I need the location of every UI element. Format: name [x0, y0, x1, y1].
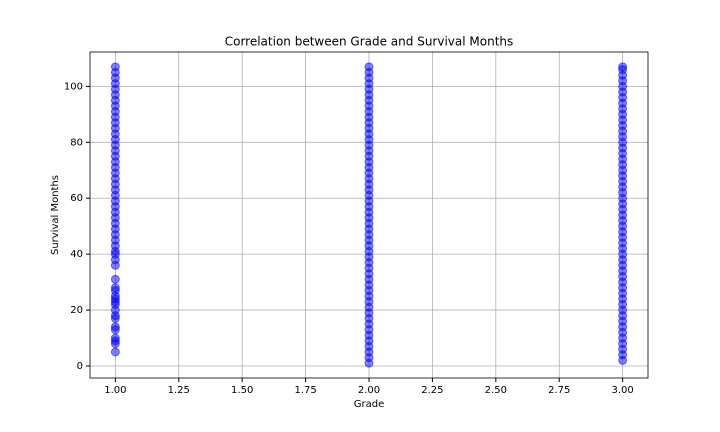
y-tick-label: 0	[77, 361, 83, 372]
x-tick-label: 3.00	[612, 385, 634, 396]
chart-title: Correlation between Grade and Survival M…	[225, 35, 514, 49]
point	[110, 333, 120, 343]
point	[110, 274, 120, 284]
y-tick-label: 40	[70, 249, 83, 260]
x-tick-label: 2.75	[548, 385, 570, 396]
point	[110, 322, 120, 332]
x-tick-label: 2.25	[421, 385, 443, 396]
x-tick-label: 1.75	[294, 385, 316, 396]
x-axis-label: Grade	[354, 399, 385, 410]
point	[110, 283, 120, 293]
y-tick-label: 80	[70, 137, 83, 148]
x-tick-label: 1.50	[231, 385, 253, 396]
x-tick-label: 2.50	[485, 385, 507, 396]
point	[618, 62, 628, 72]
y-axis-label: Survival Months	[50, 175, 61, 255]
x-tick-label: 1.25	[168, 385, 190, 396]
point	[110, 347, 120, 357]
x-tick-label: 1.00	[104, 385, 126, 396]
x-tick-label: 2.00	[358, 385, 380, 396]
y-tick-label: 60	[70, 193, 83, 204]
point	[364, 62, 374, 72]
plot-frame	[89, 51, 649, 379]
y-tick-label: 100	[64, 81, 83, 92]
point	[110, 62, 120, 72]
y-tick-label: 20	[70, 305, 83, 316]
